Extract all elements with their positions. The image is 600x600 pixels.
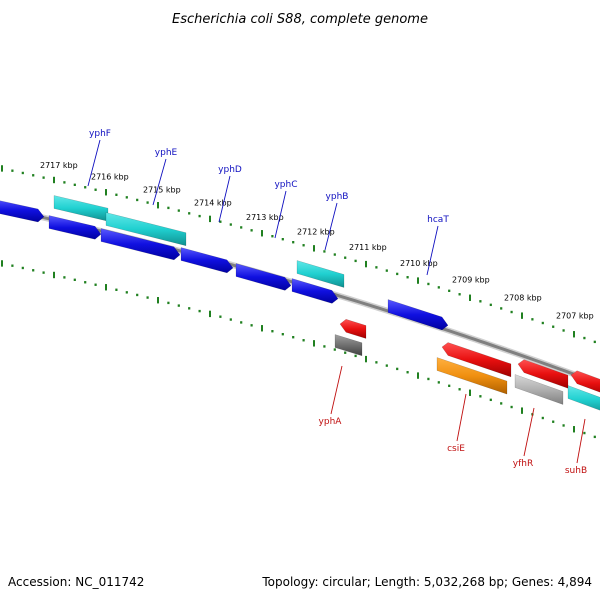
gene-label-hcaT: hcaT [427, 215, 449, 225]
gene-leader-line [426, 225, 439, 276]
ruler-label: 2713 kbp [246, 213, 284, 222]
gene-label-csiE: csiE [447, 444, 465, 454]
ruler-label: 2717 kbp [40, 161, 78, 170]
ruler-ticks [1, 165, 596, 439]
ruler-label: 2712 kbp [297, 227, 335, 236]
gene-arrow [0, 200, 45, 223]
gene-label-yphD: yphD [218, 165, 242, 175]
gene-arrow-suhB [570, 370, 600, 393]
gene-leader-line [87, 139, 101, 187]
gene-label-yphA: yphA [319, 417, 343, 427]
gene-arrow-yphC [235, 263, 292, 291]
gene-arrow [291, 278, 339, 304]
gene-label-yphB: yphB [326, 192, 349, 202]
gene-label-yphE: yphE [155, 148, 178, 158]
ruler-label: 2716 kbp [91, 173, 129, 182]
gene-label-yphC: yphC [274, 180, 297, 190]
gene-arrow-hcaT [387, 299, 449, 331]
ruler-label: 2714 kbp [194, 199, 232, 208]
gene-leader-line [152, 158, 167, 206]
gene-arrow-yphF [53, 195, 109, 222]
genome-summary-text: Topology: circular; Length: 5,032,268 bp… [261, 575, 592, 589]
gene-leader-line [324, 202, 338, 251]
ruler-label: 2715 kbp [143, 185, 181, 194]
gene-arrow-yphD [180, 247, 234, 274]
gene-arrow [334, 334, 363, 357]
map-title: Escherichia coli S88, complete genome [172, 12, 428, 27]
gene-leader-line [523, 407, 535, 457]
ruler-label: 2711 kbp [349, 243, 387, 252]
gene-arrow-yfhR [517, 359, 569, 389]
accession-text: Accession: NC_011742 [8, 575, 144, 589]
ruler-label: 2710 kbp [400, 259, 438, 268]
gene-arrow-yphA [339, 319, 367, 339]
gene-arrow [436, 357, 508, 395]
gene-arrow-yphB [296, 260, 345, 288]
gene-leader-line [218, 175, 231, 223]
gene-leader-line [330, 365, 343, 415]
gene-leader-line [274, 190, 287, 239]
ruler-label: 2707 kbp [556, 312, 594, 321]
gene-arrow [514, 374, 564, 405]
gene-arrow [567, 385, 600, 411]
gene-label-yphF: yphF [89, 129, 111, 139]
gene-label-yfhR: yfhR [513, 459, 533, 469]
labels: 2717 kbp 2716 kbp 2715 kbp 2714 kbp 2713 kbp… [40, 129, 594, 476]
gene-leader-line [576, 418, 586, 464]
gene-features [0, 195, 600, 411]
ruler-label: 2709 kbp [452, 276, 490, 285]
gene-arrow-yphE [105, 212, 187, 247]
gene-leader-line [456, 393, 467, 442]
gene-label-suhB: suhB [565, 466, 587, 476]
gene-arrow [100, 228, 181, 261]
ruler-label: 2708 kbp [504, 293, 542, 302]
gene-arrow [48, 215, 102, 240]
gene-arrow-csiE [441, 342, 512, 378]
